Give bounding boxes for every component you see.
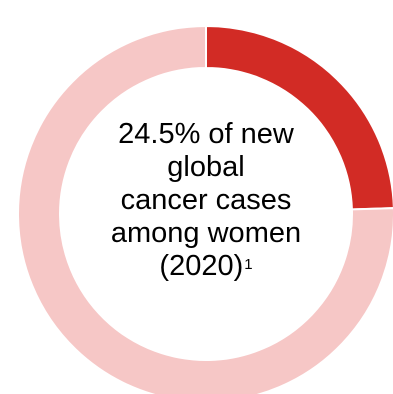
- center-label-line-4: among women: [110, 217, 302, 249]
- footnote-marker: 1: [244, 256, 253, 273]
- center-label-year: (2020): [159, 250, 244, 282]
- donut-slice-other-cancers: [17, 24, 393, 394]
- center-label-line-1: 24.5% of new: [118, 118, 294, 150]
- center-label: 24.5% of new global cancer cases among w…: [96, 118, 316, 283]
- donut-slice-breast-cancer: [205, 24, 393, 211]
- center-label-line-2: global: [167, 151, 245, 183]
- center-label-line-5: (2020)1: [96, 250, 316, 283]
- center-label-line-3: cancer cases: [120, 184, 292, 216]
